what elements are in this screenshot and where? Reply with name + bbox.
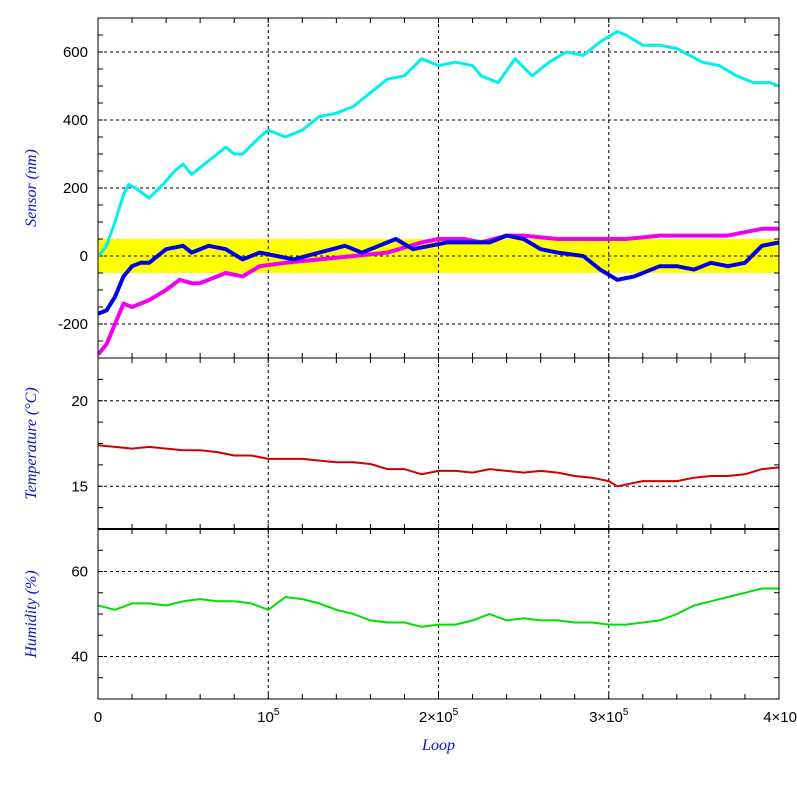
sensor-y-axis-title: Sensor (nm): [23, 149, 40, 227]
temperature-panel: 15 20 Temperature (°C): [23, 357, 780, 530]
sensor-y-tick-label: 0: [80, 248, 88, 265]
humidity-panel: 40 60 Humidity (%): [23, 528, 780, 700]
x-tick-label-base: 4×10: [763, 709, 797, 726]
x-tick-label: 2×105: [419, 707, 459, 726]
temperature-series-line: [98, 444, 779, 488]
sensor-series-line: [98, 30, 779, 258]
sensor-series-line: [98, 233, 779, 316]
x-tick-label-exponent: 5: [453, 707, 459, 718]
temperature-y-axis-title: Temperature (°C): [23, 387, 40, 499]
x-tick-label: 4×10: [763, 709, 797, 726]
sensor-y-tick-label: 400: [63, 112, 88, 129]
sensor-panel: -200 0 200 400 600 Sensor (nm): [23, 17, 780, 359]
temperature-y-tick-label: 15: [71, 478, 88, 495]
x-tick-label-base: 3×10: [589, 709, 623, 726]
temperature-y-tick-label: 20: [71, 393, 88, 410]
x-tick-label: 0: [94, 709, 102, 726]
sensor-y-tick-label: -200: [58, 316, 88, 333]
x-axis-title: Loop: [421, 737, 455, 754]
humidity-series-line: [98, 587, 779, 628]
x-tick-label-exponent: 5: [623, 707, 629, 718]
x-tick-label-base: 2×10: [419, 709, 453, 726]
sensor-y-tick-label: 200: [63, 180, 88, 197]
x-tick-label-exponent: 5: [274, 707, 280, 718]
sensor-y-tick-label: 600: [63, 44, 88, 61]
humidity-y-axis-title: Humidity (%): [23, 570, 40, 659]
sensor-series-line: [98, 226, 779, 356]
x-tick-label-base: 10: [257, 709, 274, 726]
humidity-y-tick-label: 60: [71, 564, 88, 581]
x-tick-label: 105: [257, 707, 280, 726]
humidity-y-tick-label: 40: [71, 649, 88, 666]
x-tick-label-base: 0: [94, 709, 102, 726]
x-tick-label: 3×105: [589, 707, 629, 726]
